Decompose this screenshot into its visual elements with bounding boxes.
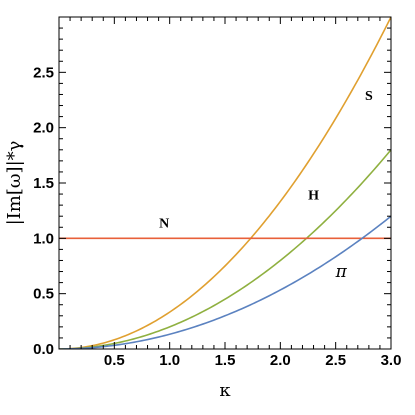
y-tick-label: 0.5 — [33, 286, 54, 303]
y-tick-label: 1.0 — [33, 230, 54, 247]
series-line-s — [59, 17, 391, 349]
x-tick-label: 2.5 — [325, 352, 346, 369]
annotation-n: N — [159, 216, 169, 231]
series-line-pi — [59, 215, 391, 349]
y-tick-label: 2.0 — [33, 120, 54, 137]
x-axis-label: κ — [219, 380, 231, 401]
y-axis-label: |Im[ω]|*γ — [4, 141, 25, 226]
x-tick-label: 1.0 — [159, 352, 180, 369]
x-tick-label: 0.5 — [104, 352, 125, 369]
annotations: S H Nπ — [159, 89, 373, 282]
tick-labels: 0.5 1.0 1.5 2.0 2.5 3.0 0.0 0.5 1.0 1.5 2.0 2.5 — [33, 64, 401, 369]
axis-ticks — [59, 17, 391, 349]
annotation-pi: π — [335, 262, 348, 282]
plot-marks — [59, 17, 391, 349]
y-tick-label: 1.5 — [33, 175, 54, 192]
series-line-h — [59, 149, 391, 349]
y-tick-label: 2.5 — [33, 64, 54, 81]
y-tick-label: 0.0 — [33, 341, 54, 358]
x-tick-label: 3.0 — [381, 352, 402, 369]
x-tick-label: 2.0 — [270, 352, 291, 369]
annotation-s: S — [365, 89, 373, 104]
x-tick-label: 1.5 — [215, 352, 236, 369]
annotation-h: H — [308, 189, 319, 204]
